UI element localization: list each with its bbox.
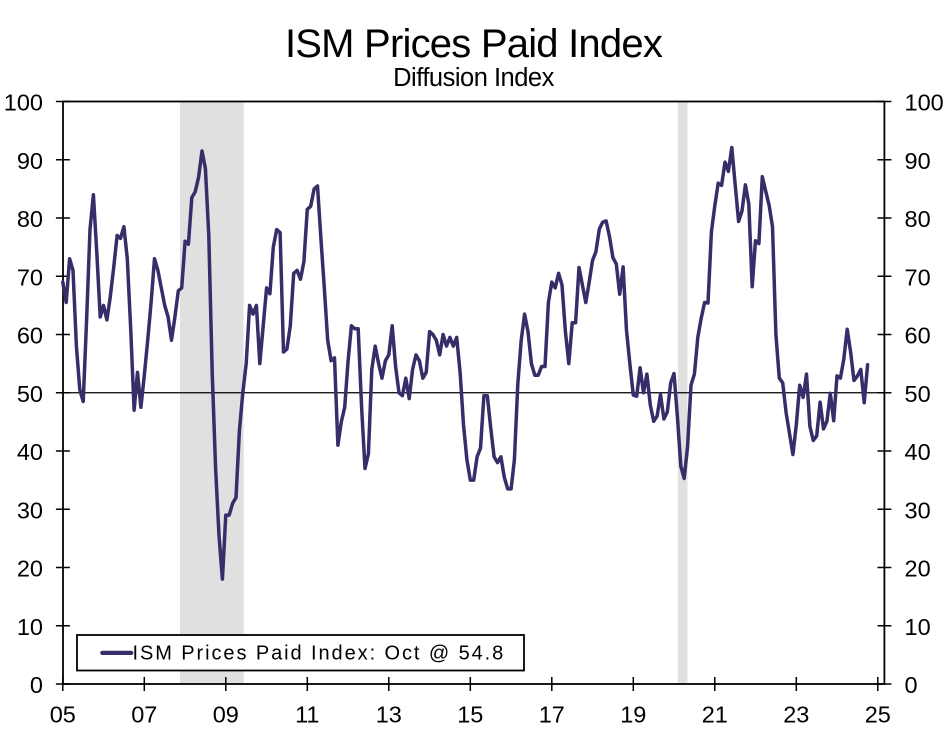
svg-text:17: 17 — [539, 701, 565, 727]
svg-text:30: 30 — [17, 497, 43, 523]
svg-text:60: 60 — [905, 323, 931, 349]
svg-text:21: 21 — [702, 701, 728, 727]
svg-text:23: 23 — [783, 701, 809, 727]
svg-text:100: 100 — [905, 90, 944, 116]
svg-text:10: 10 — [17, 614, 43, 640]
svg-text:19: 19 — [620, 701, 646, 727]
svg-text:ISM Prices Paid Index: Oct @ 5: ISM Prices Paid Index: Oct @ 54.8 — [133, 643, 506, 665]
svg-text:90: 90 — [17, 148, 43, 174]
svg-text:07: 07 — [131, 701, 157, 727]
svg-text:0: 0 — [905, 672, 918, 698]
svg-text:70: 70 — [905, 264, 931, 290]
svg-text:10: 10 — [905, 614, 931, 640]
svg-text:60: 60 — [17, 323, 43, 349]
svg-text:Diffusion Index: Diffusion Index — [393, 64, 554, 92]
svg-text:70: 70 — [17, 264, 43, 290]
svg-text:50: 50 — [17, 381, 43, 407]
svg-text:05: 05 — [50, 701, 76, 727]
svg-text:0: 0 — [30, 672, 43, 698]
svg-text:11: 11 — [295, 701, 319, 727]
svg-text:13: 13 — [376, 701, 402, 727]
svg-text:90: 90 — [905, 148, 931, 174]
svg-text:80: 80 — [17, 206, 43, 232]
svg-text:15: 15 — [457, 701, 483, 727]
svg-text:09: 09 — [213, 701, 239, 727]
svg-text:40: 40 — [905, 439, 931, 465]
svg-text:30: 30 — [905, 497, 931, 523]
svg-text:25: 25 — [865, 701, 891, 727]
svg-text:40: 40 — [17, 439, 43, 465]
svg-text:80: 80 — [905, 206, 931, 232]
svg-text:ISM Prices Paid Index: ISM Prices Paid Index — [285, 22, 663, 66]
svg-text:50: 50 — [905, 381, 931, 407]
svg-text:20: 20 — [905, 556, 931, 582]
svg-text:20: 20 — [17, 556, 43, 582]
svg-text:100: 100 — [4, 90, 43, 116]
